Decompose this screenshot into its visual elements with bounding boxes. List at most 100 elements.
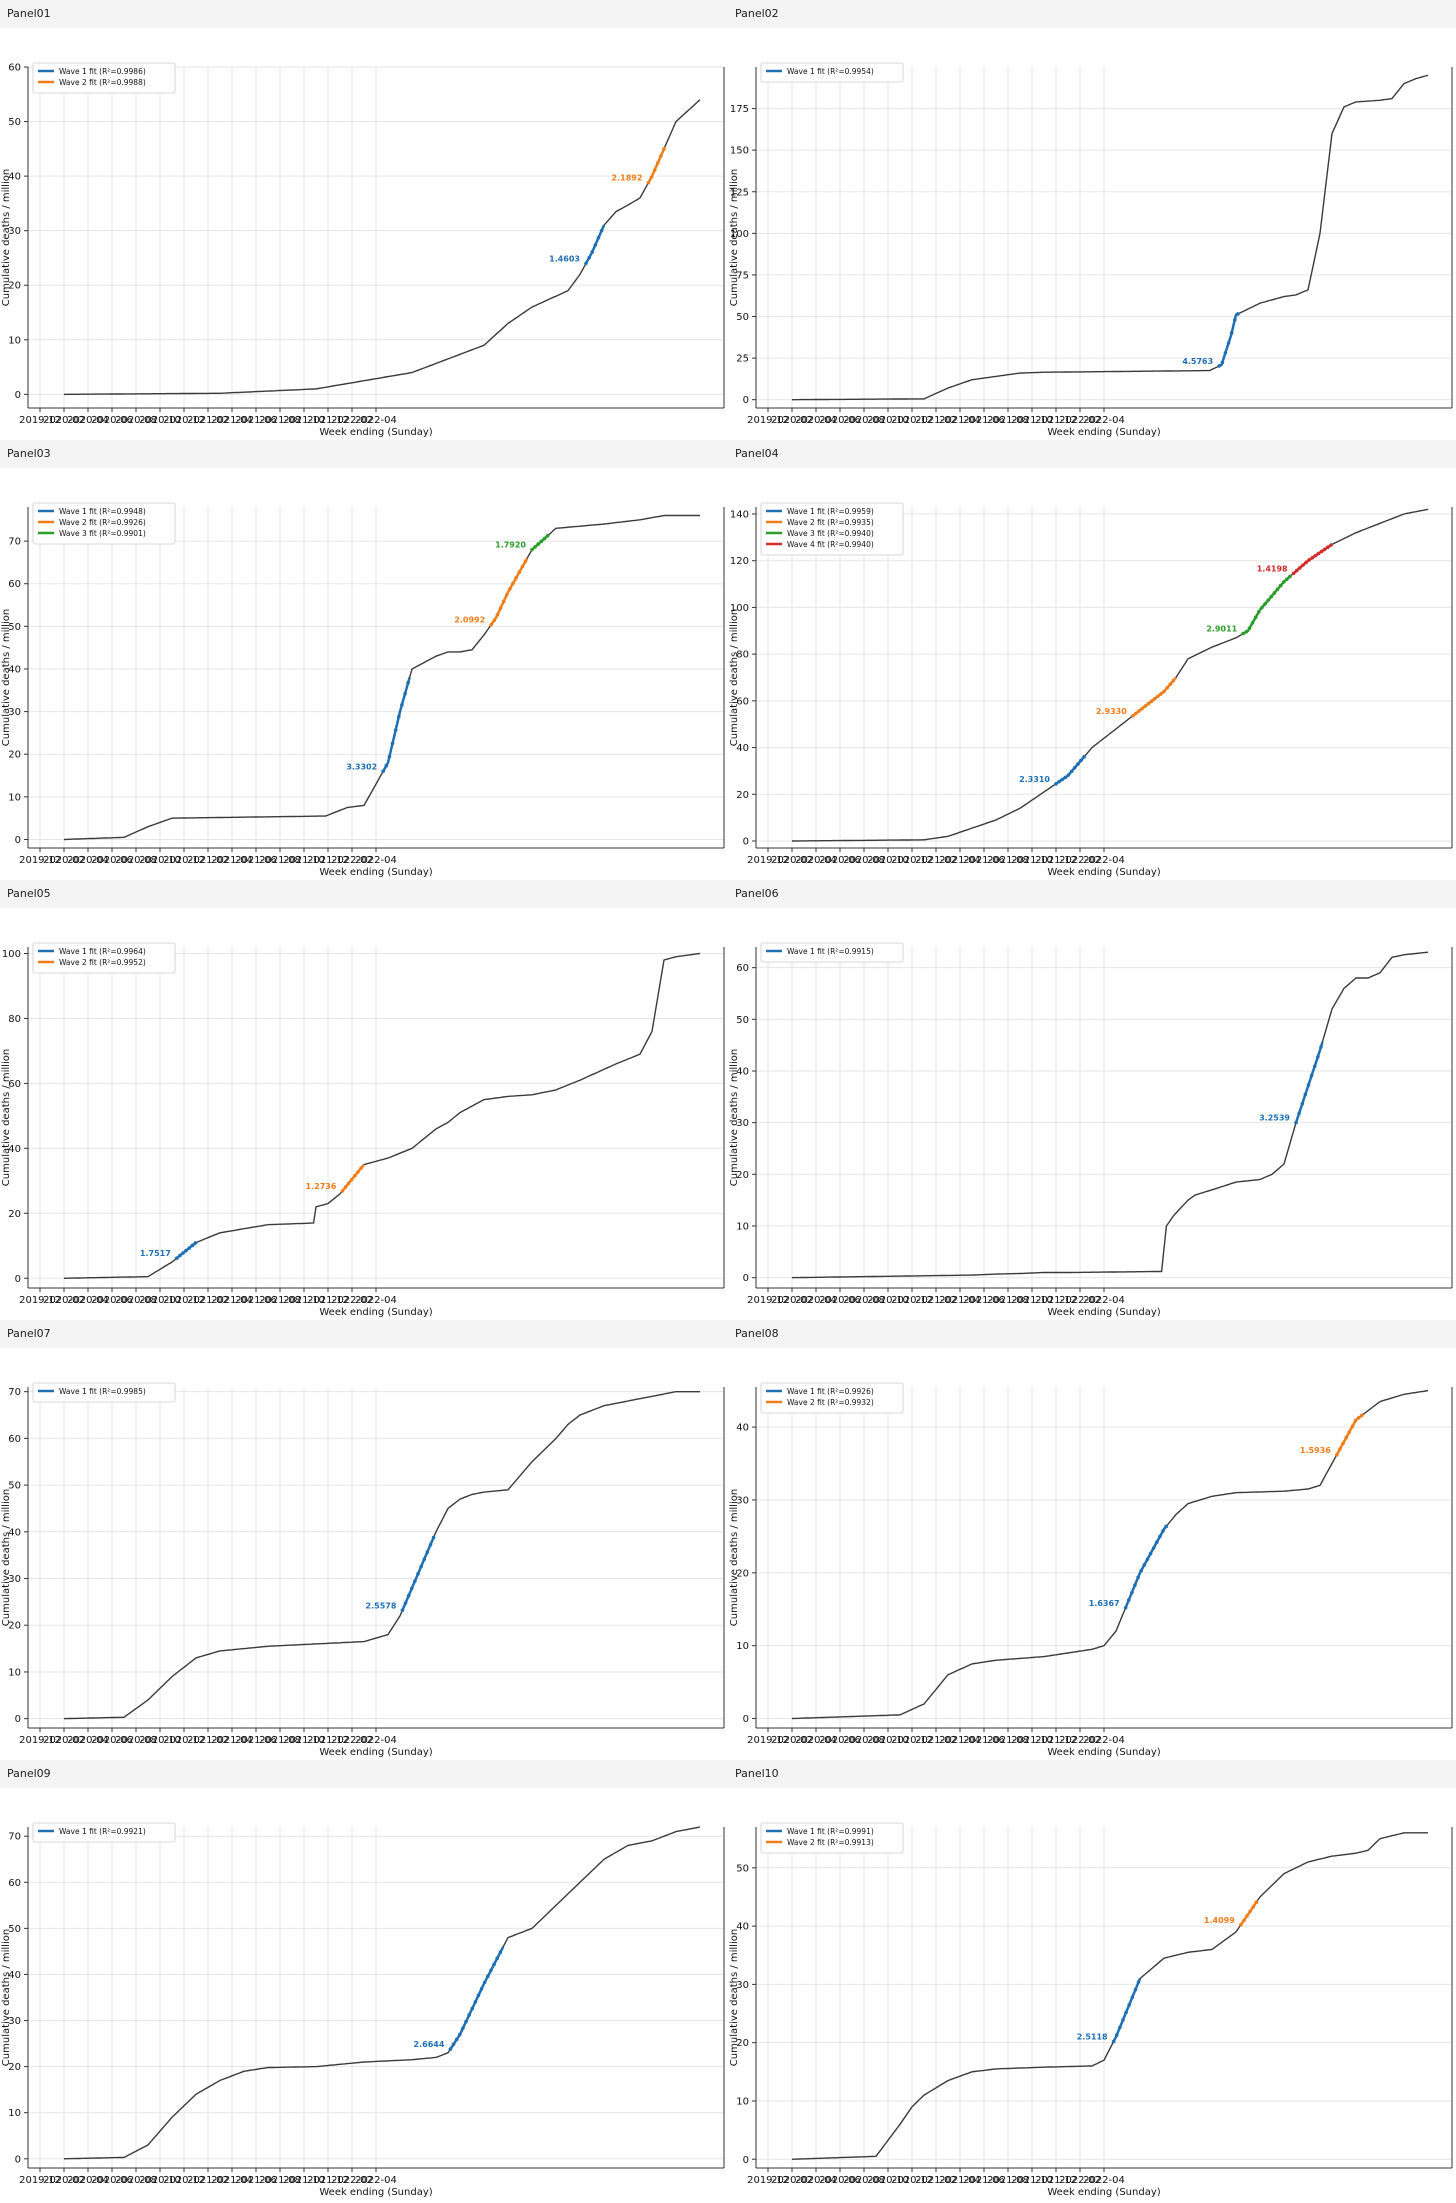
- wave-fit-point: [390, 741, 395, 746]
- wave-fit-point: [1245, 1914, 1249, 1918]
- panel-header: Panel10: [728, 1760, 1456, 1788]
- wave-fit-point: [498, 606, 503, 610]
- x-tick-label: 2021-08: [987, 855, 1029, 866]
- wave-fit-point: [659, 154, 663, 158]
- x-tick-label: 2020-10: [139, 1295, 181, 1306]
- y-tick-label: 70: [8, 1832, 21, 1843]
- wave-fit-point: [403, 691, 407, 696]
- wave-fit-point: [1155, 1540, 1159, 1544]
- y-axis-label: Cumulative deaths / million: [1, 1929, 12, 2066]
- x-tick-label: 2021-12: [1035, 1295, 1077, 1306]
- wave-slope-label: 1.6367: [1089, 1599, 1120, 1608]
- x-tick-label: 2022-02: [1059, 415, 1101, 426]
- wave-fit-point: [1239, 1923, 1243, 1927]
- wave-fit-point: [584, 261, 588, 266]
- x-tick-label: 2021-08: [987, 2175, 1029, 2186]
- wave-fit-point: [1269, 594, 1274, 599]
- x-tick-label: 2022-04: [355, 415, 397, 426]
- x-tick-label: 2021-04: [939, 1295, 981, 1306]
- y-tick-label: 40: [8, 664, 21, 675]
- wave-slope-label: 4.5763: [1182, 357, 1213, 366]
- x-axis-label: Week ending (Sunday): [1047, 867, 1160, 878]
- wave-fit-point: [1162, 689, 1166, 694]
- x-tick-label: 2021-04: [211, 855, 253, 866]
- wave-fit-point: [1344, 1435, 1348, 1440]
- wave-fit-point: [457, 2032, 462, 2037]
- x-tick-label: 2020-10: [139, 855, 181, 866]
- legend-label: Wave 4 fit (R²=0.9940): [787, 540, 874, 549]
- x-tick-label: 2021-12: [1035, 2175, 1077, 2186]
- wave-fit-point: [542, 536, 547, 541]
- wave-fit-point: [1079, 758, 1083, 763]
- legend: Wave 1 fit (R²=0.9954): [760, 62, 904, 83]
- wave-fit-point: [1069, 769, 1074, 774]
- wave-fit-point: [514, 575, 518, 580]
- x-tick-label: 2020-06: [91, 2175, 133, 2186]
- legend-label: Wave 1 fit (R²=0.9915): [787, 947, 874, 956]
- x-tick-label: 2021-04: [211, 2175, 253, 2186]
- x-tick-label: 2021-06: [235, 1735, 277, 1746]
- wave-fit-point: [1152, 697, 1157, 701]
- wave-fit-point: [349, 1177, 354, 1182]
- legend: Wave 1 fit (R²=0.9926) Wave 2 fit (R²=0.9…: [760, 1382, 904, 1414]
- wave-fit: 2.9011: [1206, 574, 1293, 636]
- wave-fit: 1.5936: [1300, 1413, 1364, 1457]
- grid: [756, 1827, 1452, 2168]
- wave-fit-point: [482, 1980, 487, 1985]
- wave-fit: 1.4198: [1257, 543, 1333, 576]
- wave-fit-point: [1063, 775, 1068, 780]
- wave-fit-point: [489, 1968, 493, 1973]
- y-tick-label: 100: [730, 229, 749, 240]
- wave-fit-point: [409, 1586, 414, 1591]
- x-tick-label: 2019-12: [747, 2175, 789, 2186]
- wave-fit-point: [340, 1189, 345, 1193]
- panel-title: Panel06: [735, 887, 779, 900]
- x-tick-label: 2020-02: [43, 1295, 85, 1306]
- x-tick-label: 2020-08: [843, 1735, 885, 1746]
- x-tick-label: 2021-12: [307, 415, 349, 426]
- wave-fit-point: [662, 147, 666, 151]
- chart-svg: 2019-122020-022020-042020-062020-082020-…: [1, 63, 725, 438]
- wave-fit-point: [1137, 709, 1141, 713]
- y-tick-label: 10: [736, 1222, 749, 1233]
- wave-fit-point: [1319, 549, 1324, 554]
- y-tick-label: 60: [8, 1878, 21, 1889]
- wave-fit: 1.7920: [495, 533, 550, 552]
- wave-fit: 1.7517: [140, 1241, 198, 1260]
- x-tick-label: 2021-08: [259, 1295, 301, 1306]
- x-tick-label: 2020-12: [163, 1735, 205, 1746]
- wave-fit-point: [1335, 1452, 1339, 1457]
- x-tick-label: 2021-10: [283, 1295, 325, 1306]
- wave-fit-point: [1165, 686, 1169, 690]
- panel-title: Panel05: [7, 887, 51, 900]
- wave-fit-point: [1151, 1546, 1156, 1550]
- wave-fit-point: [1114, 2033, 1119, 2037]
- x-tick-label: 2022-04: [1083, 1735, 1125, 1746]
- wave-fit-point: [1253, 615, 1258, 620]
- wave-fit-point: [1139, 1568, 1143, 1573]
- x-tick-label: 2020-12: [891, 2175, 933, 2186]
- y-tick-label: 30: [8, 226, 21, 237]
- x-tick-label: 2020-12: [163, 855, 205, 866]
- chart-svg: 2019-122020-022020-042020-062020-082020-…: [1, 1382, 725, 1758]
- y-tick-label: 10: [8, 2108, 21, 2119]
- wave-fit-point: [1148, 1551, 1153, 1556]
- legend-label: Wave 2 fit (R²=0.9988): [59, 78, 146, 87]
- cumulative-line: [63, 1826, 701, 2160]
- legend-box: [32, 502, 176, 545]
- y-tick-label: 20: [8, 281, 21, 292]
- y-tick-label: 140: [730, 510, 749, 521]
- x-tick-label: 2020-04: [795, 855, 837, 866]
- x-tick-label: 2020-08: [115, 1735, 157, 1746]
- cumulative-line: [63, 99, 701, 396]
- chart-svg: 2019-122020-022020-042020-062020-082020-…: [1, 942, 725, 1318]
- y-tick-label: 10: [8, 1667, 21, 1678]
- wave-slope-label: 1.7517: [140, 1249, 171, 1258]
- wave-fit-point: [1257, 610, 1261, 614]
- wave-fit: 4.5763: [1182, 312, 1240, 368]
- x-tick-label: 2020-02: [43, 2175, 85, 2186]
- wave-fit-point: [419, 1564, 423, 1569]
- x-tick-label: 2021-10: [283, 1735, 325, 1746]
- wave-fit-point: [1313, 553, 1318, 558]
- grid: [28, 66, 724, 408]
